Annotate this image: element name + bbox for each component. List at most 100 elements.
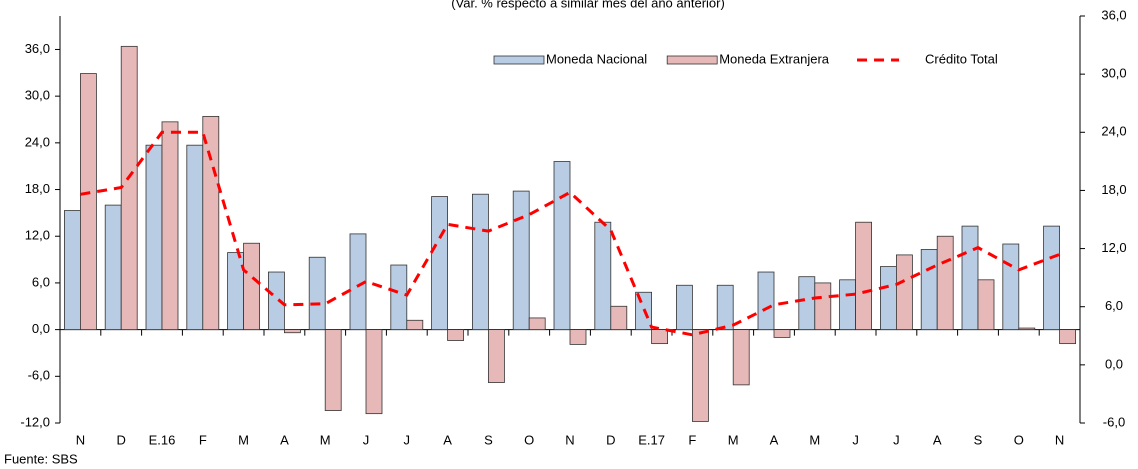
x-tick-label: J [404,432,411,447]
y2-tick-label: 18,0 [1101,182,1126,197]
bar [936,235,954,331]
bar [839,279,856,331]
y-tick-label: 30,0 [25,88,50,103]
x-tick-label: N [76,432,85,447]
bar [569,329,587,345]
bar [732,329,750,386]
bar [1043,225,1060,331]
bar [512,190,530,331]
x-tick-label: D [606,432,615,447]
x-tick-label: E.17 [638,432,665,447]
bar [202,115,220,331]
bar [308,256,326,331]
bar [716,284,734,331]
bar [880,266,897,331]
bar [920,249,938,331]
x-tick-label: S [974,432,983,447]
bar [610,305,628,331]
bar [553,161,571,331]
y-tick-label: 0,0 [32,321,50,336]
bar [283,329,301,334]
x-tick-label: M [809,432,820,447]
bar [594,221,612,331]
bar [1059,329,1076,345]
x-tick-label: D [117,432,126,447]
legend-swatch [493,55,545,65]
bar [1018,327,1036,331]
x-tick-label: M [238,432,249,447]
bar [798,276,816,331]
x-tick-label: N [1055,432,1064,447]
x-tick-label: S [484,432,493,447]
bar [390,264,408,331]
bar [692,329,709,422]
x-tick-label: J [852,432,859,447]
bar [349,233,367,331]
y-tick-label: 24,0 [25,134,50,149]
legend-label: Crédito Total [925,51,998,66]
y-tick-label: 18,0 [25,181,50,196]
y2-tick-label: 24,0 [1101,124,1126,139]
bar [1002,243,1020,331]
y-tick-label: 12,0 [25,228,50,243]
bar [447,329,465,341]
bar [186,144,204,331]
x-tick-label: O [524,432,534,447]
bar [104,204,122,331]
bar [365,329,383,415]
legend-label: Moneda Extranjera [719,51,830,66]
y-tick-label: 6,0 [32,274,50,289]
y-tick-label: -6,0 [28,368,50,383]
bar [528,317,546,331]
bar [977,279,995,331]
bar [676,284,693,331]
line [80,130,1061,337]
chart-subtitle: (Var. % respecto a similar mes del año a… [451,0,725,10]
y2-tick-label: 30,0 [1101,66,1126,81]
bar [651,329,668,345]
bar [80,73,97,331]
y2-tick-label: 12,0 [1101,240,1126,255]
y-tick-label: -12,0 [20,414,50,429]
x-tick-label: E.16 [149,432,176,447]
bar [120,45,138,331]
y2-tick-label: 6,0 [1105,298,1123,313]
x-tick-label: J [893,432,900,447]
x-tick-label: M [728,432,739,447]
bar [243,242,261,331]
x-tick-label: N [565,432,574,447]
bar [227,252,245,331]
legend-swatch [666,55,718,65]
bar [773,329,791,338]
bar [961,225,979,331]
bar [431,196,449,331]
x-tick-label: A [933,432,942,447]
bar [324,329,342,411]
y-tick-label: 36,0 [25,41,50,56]
bar [161,121,179,331]
bar [471,193,489,331]
x-tick-label: A [770,432,779,447]
bar [145,144,163,331]
bar [896,254,913,331]
source: Fuente: SBS [4,451,78,466]
x-tick-label: F [688,432,696,447]
bar [814,282,832,331]
x-tick-label: J [363,432,370,447]
x-tick-label: A [443,432,452,447]
bar [406,319,424,331]
bar [267,271,285,331]
y2-tick-label: -6,0 [1103,414,1125,429]
legend-label: Moneda Nacional [546,51,647,66]
y2-tick-label: 0,0 [1105,356,1123,371]
bar [64,210,81,331]
bar [487,329,505,383]
bar [757,271,775,331]
x-tick-label: F [199,432,207,447]
x-tick-label: O [1014,432,1024,447]
bar [855,221,872,331]
x-tick-label: M [320,432,331,447]
x-tick-label: A [280,432,289,447]
y2-tick-label: 36,0 [1101,7,1126,22]
